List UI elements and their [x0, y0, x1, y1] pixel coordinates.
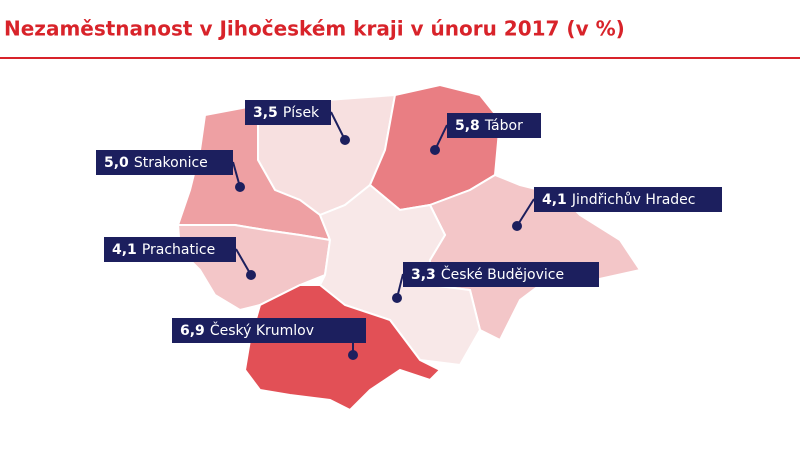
region-value: 4,1	[542, 192, 567, 208]
label-box	[96, 150, 233, 175]
pin-line	[330, 111, 346, 141]
region-value: 4,1	[112, 242, 137, 258]
region-value: 5,0	[104, 155, 129, 171]
region-label: 4,1 Jindřichův Hradec	[542, 192, 695, 208]
region-label: 3,3 České Budějovice	[411, 265, 564, 283]
region-name: Písek	[283, 105, 320, 121]
region-label: 3,5 Písek	[253, 105, 320, 121]
region-label: 6,9 Český Krumlov	[180, 321, 314, 339]
region-name: Strakonice	[134, 155, 208, 171]
region-value: 3,3	[411, 267, 436, 283]
region-value: 5,8	[455, 118, 480, 134]
pin-dot	[430, 145, 440, 155]
region-value: 6,9	[180, 323, 205, 339]
label-box	[172, 318, 366, 343]
region-name: Prachatice	[142, 242, 215, 258]
region-name: Český Krumlov	[210, 321, 314, 339]
map	[176, 83, 642, 412]
pin-dot	[340, 135, 350, 145]
pin-dot	[246, 270, 256, 280]
pin-line	[516, 198, 535, 227]
pin-dot	[348, 350, 358, 360]
label-box	[245, 100, 331, 125]
region-label: 5,0 Strakonice	[104, 155, 208, 171]
pin-dot	[392, 293, 402, 303]
label-box	[104, 237, 236, 262]
label-box	[447, 113, 541, 138]
region-name: Tábor	[484, 118, 523, 134]
region-value: 3,5	[253, 105, 278, 121]
pin-line	[235, 248, 252, 276]
region-name: České Budějovice	[441, 265, 564, 283]
region-label: 5,8 Tábor	[455, 118, 523, 134]
label-box	[534, 187, 722, 212]
region	[318, 183, 482, 367]
title: Nezaměstnanost v Jihočeském kraji v únor…	[4, 17, 625, 41]
pin-dot	[235, 182, 245, 192]
region-label: 4,1 Prachatice	[112, 242, 215, 258]
region-name: Jindřichův Hradec	[571, 192, 696, 208]
label-box	[403, 262, 599, 287]
pin-dot	[512, 221, 522, 231]
